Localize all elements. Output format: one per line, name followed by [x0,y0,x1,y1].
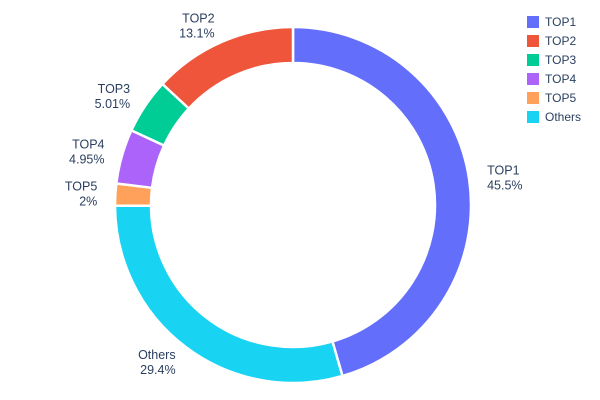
legend-item-top4[interactable]: TOP4 [527,73,581,85]
legend-swatch-top3 [527,54,539,66]
legend-swatch-others [527,111,539,123]
legend-swatch-top1 [527,16,539,28]
legend-label: TOP3 [545,53,577,67]
legend-label: Others [545,110,582,124]
legend-item-top2[interactable]: TOP2 [527,35,581,47]
legend-label: TOP2 [545,34,577,48]
legend-swatch-top4 [527,73,539,85]
legend-item-top3[interactable]: TOP3 [527,54,581,66]
legend-swatch-top2 [527,35,539,47]
chart-legend: TOP1 TOP2 TOP3 TOP4 TOP5 Others [527,16,581,123]
slice-label-top1: TOP1 45.5% [487,164,522,193]
slice-label-top2: TOP2 13.1% [179,11,215,40]
slice-label-top4: TOP4 4.95% [69,137,105,166]
slice-label-top5: TOP5 2% [65,180,97,209]
legend-swatch-top5 [527,92,539,104]
pie-slice-top2[interactable] [161,25,295,110]
legend-item-top1[interactable]: TOP1 [527,16,581,28]
legend-item-top5[interactable]: TOP5 [527,92,581,104]
slice-label-top3: TOP3 5.01% [95,82,131,111]
slice-label-others: Others 29.4% [138,348,176,377]
pie-slice-top1[interactable] [291,25,473,378]
legend-label: TOP4 [545,72,577,86]
legend-label: TOP5 [545,91,577,105]
legend-item-others[interactable]: Others [527,111,581,123]
legend-label: TOP1 [545,15,577,29]
